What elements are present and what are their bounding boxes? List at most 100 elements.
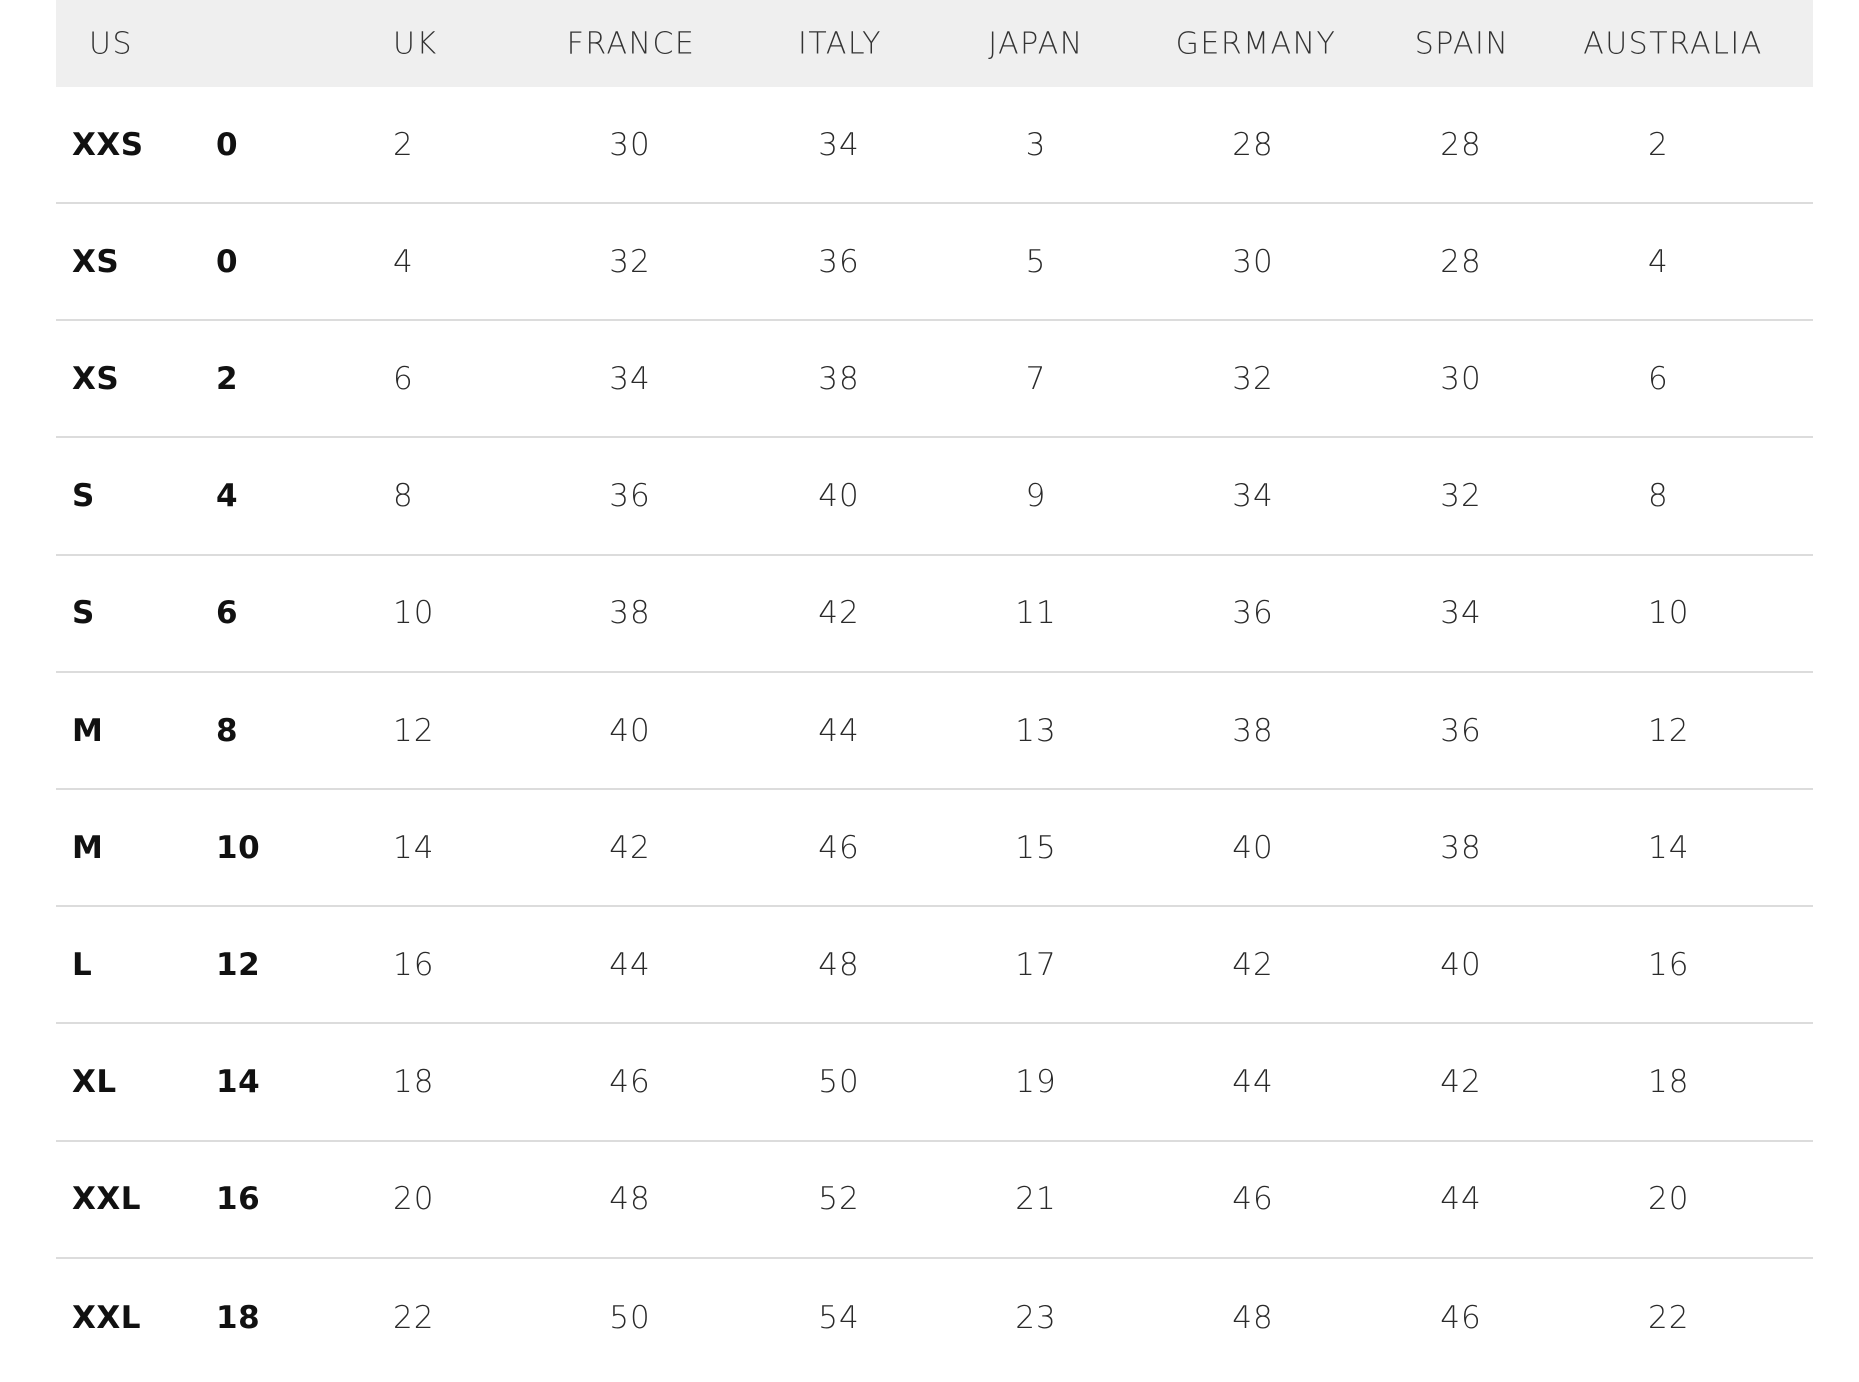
uk-size-cell: 8 xyxy=(393,478,414,515)
table-row: M 8 12 40 44 13 38 36 12 xyxy=(56,673,1813,790)
table-row: XXL 18 22 50 54 23 48 46 22 xyxy=(56,1259,1813,1376)
us-size-cell: 0 xyxy=(216,243,239,280)
us-size-cell: 8 xyxy=(216,712,239,749)
us-size-cell: 2 xyxy=(216,360,239,397)
header-us: US xyxy=(89,26,134,61)
japan-size-cell: 7 xyxy=(1025,360,1047,397)
france-size-cell: 50 xyxy=(609,1299,651,1336)
japan-size-cell: 23 xyxy=(1015,1299,1057,1336)
size-letter-cell: M xyxy=(72,712,104,749)
japan-size-cell: 5 xyxy=(1025,243,1047,280)
us-size-cell: 18 xyxy=(216,1299,261,1336)
us-size-cell: 10 xyxy=(216,829,261,866)
france-size-cell: 46 xyxy=(609,1064,651,1101)
uk-size-cell: 2 xyxy=(393,126,414,163)
us-size-cell: 16 xyxy=(216,1181,261,1218)
france-size-cell: 42 xyxy=(609,829,651,866)
us-size-cell: 14 xyxy=(216,1064,261,1101)
spain-size-cell: 28 xyxy=(1440,243,1482,280)
header-germany: GERMANY xyxy=(1175,26,1337,61)
table-row: XS 2 6 34 38 7 32 30 6 xyxy=(56,321,1813,439)
header-japan: JAPAN xyxy=(988,26,1084,61)
germany-size-cell: 32 xyxy=(1232,360,1274,397)
header-australia: AUSTRALIA xyxy=(1583,26,1763,61)
france-size-cell: 30 xyxy=(609,126,651,163)
australia-size-cell: 20 xyxy=(1648,1181,1690,1218)
header-france: FRANCE xyxy=(566,26,696,61)
germany-size-cell: 48 xyxy=(1232,1299,1274,1336)
italy-size-cell: 34 xyxy=(818,126,860,163)
japan-size-cell: 13 xyxy=(1015,712,1057,749)
uk-size-cell: 6 xyxy=(393,360,414,397)
germany-size-cell: 42 xyxy=(1232,946,1274,983)
japan-size-cell: 9 xyxy=(1025,478,1047,515)
italy-size-cell: 52 xyxy=(818,1181,860,1218)
france-size-cell: 38 xyxy=(609,595,651,632)
italy-size-cell: 42 xyxy=(818,595,860,632)
australia-size-cell: 10 xyxy=(1648,595,1690,632)
germany-size-cell: 38 xyxy=(1232,712,1274,749)
australia-size-cell: 4 xyxy=(1648,243,1669,280)
size-letter-cell: XXS xyxy=(72,126,144,163)
uk-size-cell: 10 xyxy=(393,595,435,632)
germany-size-cell: 30 xyxy=(1232,243,1274,280)
spain-size-cell: 46 xyxy=(1440,1299,1482,1336)
us-size-cell: 0 xyxy=(216,126,239,163)
italy-size-cell: 46 xyxy=(818,829,860,866)
size-letter-cell: L xyxy=(72,946,93,983)
france-size-cell: 40 xyxy=(609,712,651,749)
germany-size-cell: 46 xyxy=(1232,1181,1274,1218)
table-row: S 6 10 38 42 11 36 34 10 xyxy=(56,556,1813,673)
australia-size-cell: 2 xyxy=(1648,126,1669,163)
uk-size-cell: 14 xyxy=(393,829,435,866)
japan-size-cell: 15 xyxy=(1015,829,1057,866)
uk-size-cell: 16 xyxy=(393,946,435,983)
italy-size-cell: 48 xyxy=(818,946,860,983)
table-row: XS 0 4 32 36 5 30 28 4 xyxy=(56,204,1813,322)
size-letter-cell: XXL xyxy=(72,1181,142,1218)
japan-size-cell: 3 xyxy=(1025,126,1047,163)
table-row: S 4 8 36 40 9 34 32 8 xyxy=(56,439,1813,556)
australia-size-cell: 12 xyxy=(1648,712,1690,749)
uk-size-cell: 18 xyxy=(393,1064,435,1101)
size-letter-cell: XS xyxy=(72,360,120,397)
uk-size-cell: 22 xyxy=(393,1299,435,1336)
header-italy: ITALY xyxy=(798,26,882,61)
italy-size-cell: 50 xyxy=(818,1064,860,1101)
size-letter-cell: S xyxy=(72,478,95,515)
spain-size-cell: 30 xyxy=(1440,360,1482,397)
italy-size-cell: 44 xyxy=(818,712,860,749)
spain-size-cell: 36 xyxy=(1440,712,1482,749)
australia-size-cell: 8 xyxy=(1648,478,1669,515)
germany-size-cell: 36 xyxy=(1232,595,1274,632)
france-size-cell: 36 xyxy=(609,478,651,515)
header-spain: SPAIN xyxy=(1414,26,1510,61)
us-size-cell: 12 xyxy=(216,946,261,983)
germany-size-cell: 40 xyxy=(1232,829,1274,866)
france-size-cell: 32 xyxy=(609,243,651,280)
uk-size-cell: 20 xyxy=(393,1181,435,1218)
table-row: XL 14 18 46 50 19 44 42 18 xyxy=(56,1025,1813,1142)
us-size-cell: 4 xyxy=(216,478,239,515)
size-letter-cell: XS xyxy=(72,243,120,280)
us-size-cell: 6 xyxy=(216,595,239,632)
size-letter-cell: XXL xyxy=(72,1299,142,1336)
table-row: XXL 16 20 48 52 21 46 44 20 xyxy=(56,1142,1813,1259)
japan-size-cell: 17 xyxy=(1015,946,1057,983)
uk-size-cell: 4 xyxy=(393,243,414,280)
header-uk: UK xyxy=(393,26,438,61)
size-letter-cell: M xyxy=(72,829,104,866)
italy-size-cell: 54 xyxy=(818,1299,860,1336)
spain-size-cell: 38 xyxy=(1440,829,1482,866)
australia-size-cell: 18 xyxy=(1648,1064,1690,1101)
spain-size-cell: 28 xyxy=(1440,126,1482,163)
japan-size-cell: 21 xyxy=(1015,1181,1057,1218)
uk-size-cell: 12 xyxy=(393,712,435,749)
table-row: M 10 14 42 46 15 40 38 14 xyxy=(56,790,1813,908)
germany-size-cell: 44 xyxy=(1232,1064,1274,1101)
germany-size-cell: 28 xyxy=(1232,126,1274,163)
japan-size-cell: 11 xyxy=(1015,595,1057,632)
table-row: XXS 0 2 30 34 3 28 28 2 xyxy=(56,87,1813,204)
france-size-cell: 34 xyxy=(609,360,651,397)
spain-size-cell: 34 xyxy=(1440,595,1482,632)
